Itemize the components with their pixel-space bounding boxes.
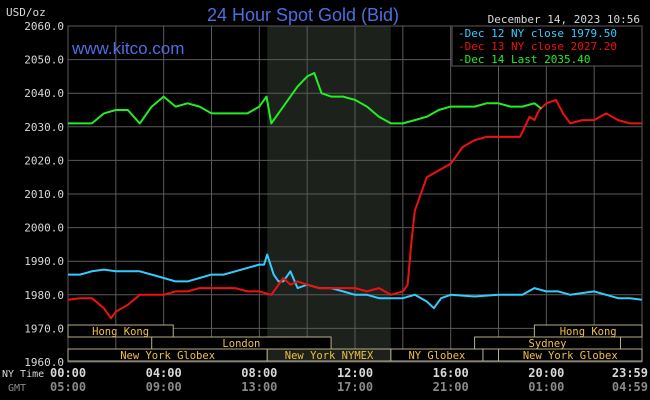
session-label: New York Globex <box>120 350 215 362</box>
x-tick-label: 20:00 <box>528 366 564 380</box>
x-tick-label: 17:00 <box>337 380 373 394</box>
session-label: New York Globex <box>523 350 618 362</box>
y-tick-label: 1980.0 <box>24 289 64 302</box>
x-tick-label: 00:00 <box>50 366 86 380</box>
timestamp: December 14, 2023 10:56 <box>488 13 640 26</box>
session-bar <box>498 348 643 362</box>
legend-entry: -Dec 13 NY close 2027.20 <box>458 40 617 53</box>
y-tick-label: 2050.0 <box>24 54 64 67</box>
session-label: Hong Kong <box>92 326 149 338</box>
y-axis-unit: USD/oz <box>6 6 46 19</box>
session-label: New York NYMEX <box>285 350 374 362</box>
x-axis-row-label: NY Time <box>2 369 44 380</box>
legend-box <box>451 25 643 67</box>
y-tick-label: 2060.0 <box>24 20 64 33</box>
legend-entry: -Dec 12 NY close 1979.50 <box>458 27 617 40</box>
x-tick-label: 09:00 <box>146 380 182 394</box>
x-tick-label: 01:00 <box>528 380 564 394</box>
session-bar <box>482 348 499 362</box>
watermark: www.kitco.com <box>71 39 184 58</box>
session-label: London <box>222 338 260 350</box>
x-tick-label: 21:00 <box>433 380 469 394</box>
y-tick-label: 2040.0 <box>24 87 64 100</box>
series-line-2 <box>67 98 642 320</box>
chart-title: 24 Hour Spot Gold (Bid) <box>207 5 399 25</box>
x-tick-label: 13:00 <box>241 380 277 394</box>
x-tick-label: 04:00 <box>146 366 182 380</box>
y-tick-label: 2010.0 <box>24 188 64 201</box>
session-label: Sydney <box>529 338 567 350</box>
legend-entry: -Dec 14 Last 2035.40 <box>458 53 590 66</box>
session-label: NY Globex <box>408 350 465 362</box>
x-tick-label: 23:59 <box>612 366 648 380</box>
session-bar <box>67 324 174 338</box>
y-tick-label: 2000.0 <box>24 222 64 235</box>
plot-border <box>67 25 643 363</box>
y-tick-label: 1990.0 <box>24 255 64 268</box>
y-tick-label: 1970.0 <box>24 322 64 335</box>
y-tick-label: 1960.0 <box>24 356 64 369</box>
x-tick-label: 16:00 <box>433 366 469 380</box>
y-tick-label: 2030.0 <box>24 121 64 134</box>
x-axis-row-label: GMT <box>8 383 26 394</box>
session-label: Hong Kong <box>560 326 617 338</box>
x-tick-label: 12:00 <box>337 366 373 380</box>
x-tick-label: 04:59 <box>612 380 648 394</box>
x-tick-label: 08:00 <box>241 366 277 380</box>
y-tick-label: 2020.0 <box>24 154 64 167</box>
series-line-3 <box>68 72 543 125</box>
x-tick-label: 05:00 <box>50 380 86 394</box>
